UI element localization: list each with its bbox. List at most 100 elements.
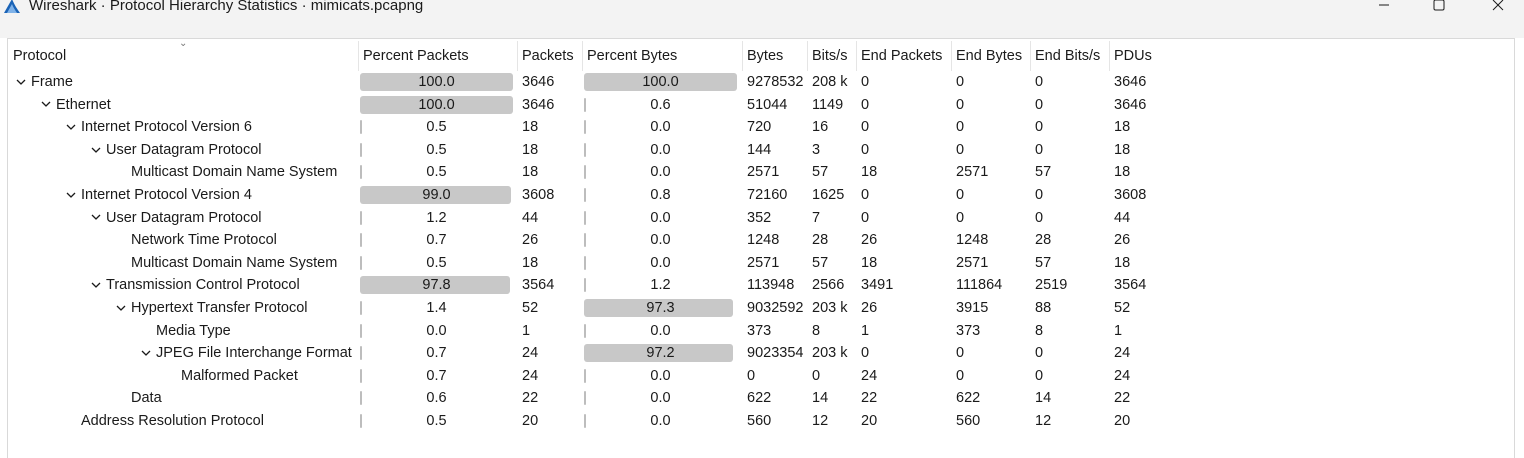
close-button[interactable] [1475, 0, 1521, 16]
cell-end-packets: 0 [861, 187, 870, 203]
cell-pdus: 18 [1114, 141, 1131, 158]
column-header-end-bits-per-sec[interactable]: End Bits/s [1035, 48, 1101, 64]
cell-packets: 18 [522, 164, 539, 181]
column-divider[interactable] [742, 41, 743, 71]
expand-chevron-icon[interactable] [64, 116, 78, 139]
cell-end-bytes: 1248 [956, 232, 989, 249]
cell-bytes: 622 [747, 390, 772, 407]
column-header-percent-packets[interactable]: Percent Packets [363, 48, 469, 64]
column-header-end-packets[interactable]: End Packets [861, 48, 943, 64]
column-divider[interactable] [1030, 41, 1031, 71]
percent-packets-bar-tick [360, 368, 362, 383]
expand-chevron-icon[interactable] [89, 207, 103, 230]
expand-chevron-icon[interactable] [64, 184, 78, 207]
expand-chevron-icon[interactable] [39, 94, 53, 117]
maximize-icon [1433, 0, 1445, 11]
cell-pdus: 24 [1114, 345, 1131, 362]
chevron-down-icon [41, 101, 51, 108]
cell-end-bytes: 560 [956, 413, 981, 429]
chevron-down-icon [141, 350, 151, 356]
percent-bytes-bar-tick [584, 255, 586, 270]
tree-row[interactable]: Data 0.6 0.0 22 622 14 22 622 14 22 [8, 387, 1514, 410]
percent-bytes-bar: 0.0 [584, 231, 737, 249]
percent-packets-value: 0.5 [426, 141, 447, 158]
percent-bytes-bar-fill [584, 73, 737, 91]
percent-packets-value: 100.0 [418, 74, 455, 90]
cell-end-bits-per-sec: 57 [1035, 254, 1052, 271]
protocol-hierarchy-tree[interactable]: Protocol ⌄ Percent Packets Packets Perce… [7, 38, 1515, 458]
cell-end-packets: 3491 [861, 277, 894, 294]
cell-packets: 18 [522, 119, 539, 136]
tree-row[interactable]: JPEG File Interchange Format 0.7 97.2 24 902… [8, 342, 1514, 365]
tree-row[interactable]: Internet Protocol Version 4 99.0 0.8 3608 72… [8, 184, 1514, 207]
column-header-protocol[interactable]: Protocol [13, 48, 67, 64]
tree-row[interactable]: User Datagram Protocol 0.5 0.0 18 144 3 0 0 0 18 [8, 139, 1514, 162]
cell-end-packets: 0 [861, 119, 870, 136]
cell-end-bits-per-sec: 0 [1035, 345, 1044, 362]
column-header-percent-bytes[interactable]: Percent Bytes [587, 48, 678, 64]
tree-row[interactable]: Multicast Domain Name System 0.5 0.0 18 2571… [8, 252, 1514, 275]
tree-row[interactable]: Malformed Packet 0.7 0.0 24 0 0 24 0 0 24 [8, 365, 1514, 388]
percent-bytes-value: 0.0 [650, 390, 671, 407]
cell-bits-per-sec: 7 [812, 209, 821, 226]
expand-chevron-icon[interactable] [14, 71, 28, 94]
percent-packets-value: 0.0 [426, 322, 447, 339]
minimize-button[interactable] [1361, 0, 1407, 16]
percent-bytes-bar-fill [584, 299, 733, 317]
cell-pdus: 3564 [1114, 277, 1147, 294]
column-divider[interactable] [951, 41, 952, 71]
expand-chevron-icon[interactable] [89, 139, 103, 162]
column-divider[interactable] [1109, 41, 1110, 71]
percent-packets-bar: 0.6 [360, 389, 513, 407]
column-header-bytes[interactable]: Bytes [747, 48, 784, 64]
expand-chevron-icon[interactable] [89, 274, 103, 297]
cell-end-bytes: 622 [956, 390, 981, 407]
column-divider[interactable] [517, 41, 518, 71]
column-header-packets[interactable]: Packets [522, 48, 574, 64]
column-divider[interactable] [807, 41, 808, 71]
tree-row[interactable]: Internet Protocol Version 6 0.5 0.0 18 720 16… [8, 116, 1514, 139]
percent-packets-bar-tick [360, 233, 362, 248]
tree-row[interactable]: Ethernet 100.0 0.6 3646 51044 1149 0 0 0 3646 [8, 94, 1514, 117]
cell-end-bytes: 0 [956, 209, 965, 226]
column-divider[interactable] [856, 41, 857, 71]
cell-packets: 24 [522, 345, 539, 362]
percent-bytes-bar-tick [584, 210, 586, 225]
cell-bytes: 1248 [747, 232, 780, 249]
column-divider[interactable] [582, 41, 583, 71]
protocol-name: Address Resolution Protocol [81, 413, 264, 429]
cell-pdus: 44 [1114, 209, 1131, 226]
tree-row[interactable]: Hypertext Transfer Protocol 1.4 97.3 52 9032… [8, 297, 1514, 320]
cell-pdus: 3646 [1114, 96, 1147, 113]
tree-row[interactable]: Frame 100.0 100.0 3646 9278532 208 k 0 0 0 3646 [8, 71, 1514, 94]
cell-bits-per-sec: 16 [812, 119, 829, 136]
cell-end-bytes: 0 [956, 345, 965, 362]
tree-row[interactable]: User Datagram Protocol 1.2 0.0 44 352 7 0 0 0 44 [8, 207, 1514, 230]
column-header-end-bytes[interactable]: End Bytes [956, 48, 1023, 64]
tree-row[interactable]: Multicast Domain Name System 0.5 0.0 18 2571… [8, 161, 1514, 184]
expand-chevron-icon[interactable] [139, 342, 153, 365]
cell-end-packets: 26 [861, 300, 878, 316]
column-header-pdus[interactable]: PDUs [1114, 48, 1152, 64]
percent-bytes-bar-tick [584, 414, 586, 428]
percent-bytes-bar-tick [584, 97, 586, 112]
percent-bytes-bar: 0.0 [584, 322, 737, 340]
cell-end-bits-per-sec: 0 [1035, 187, 1044, 203]
column-divider[interactable] [358, 41, 359, 71]
percent-packets-value: 0.5 [426, 164, 447, 181]
percent-bytes-bar-tick [584, 188, 586, 202]
cell-packets: 18 [522, 254, 539, 271]
cell-bytes: 113948 [747, 277, 795, 294]
protocol-name: Internet Protocol Version 6 [81, 119, 252, 136]
maximize-button[interactable] [1416, 0, 1462, 16]
protocol-name: Multicast Domain Name System [131, 164, 338, 181]
tree-row[interactable]: Address Resolution Protocol 0.5 0.0 20 560 12… [8, 410, 1514, 433]
expand-chevron-icon[interactable] [114, 297, 128, 320]
percent-packets-value: 99.0 [422, 187, 451, 203]
cell-pdus: 24 [1114, 367, 1131, 384]
cell-end-bits-per-sec: 12 [1035, 413, 1052, 429]
tree-row[interactable]: Media Type 0.0 0.0 1 373 8 1 373 8 1 [8, 320, 1514, 343]
tree-row[interactable]: Network Time Protocol 0.7 0.0 26 1248 28 26 124… [8, 229, 1514, 252]
column-header-bits-per-sec[interactable]: Bits/s [812, 48, 848, 64]
tree-row[interactable]: Transmission Control Protocol 97.8 1.2 3564… [8, 274, 1514, 297]
